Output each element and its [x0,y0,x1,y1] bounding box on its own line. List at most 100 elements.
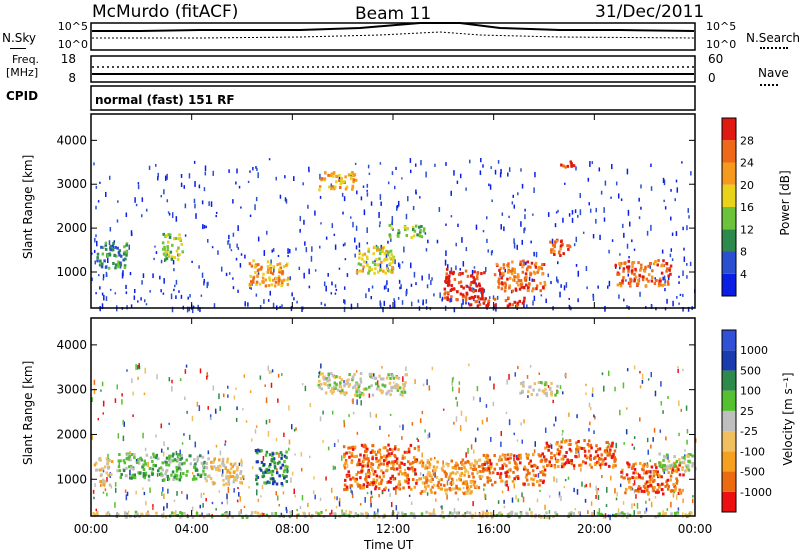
echo-cell [597,511,601,515]
echo-speck [346,463,349,469]
echo-cell [390,226,394,230]
y-tick-label: 2000 [56,221,87,235]
echo-speck [281,304,283,308]
echo-cell [118,249,122,253]
echo-cell [348,455,351,459]
echo-cell [673,511,677,515]
echo-cell [519,262,522,266]
echo-cell [630,271,634,275]
echo-speck [486,460,488,465]
echo-speck [666,298,668,304]
echo-cell [420,512,424,516]
echo-cell [596,460,599,464]
echo-cell [193,465,196,469]
echo-cell [335,375,338,379]
echo-speck [102,412,105,415]
echo-cell [543,283,547,287]
echo-speck [425,487,427,491]
echo-cell [375,459,378,463]
echo-cell [272,457,276,461]
echo-cell [481,294,484,298]
echo-cell [267,468,271,472]
echo-speck [482,164,484,168]
echo-speck [605,504,608,508]
echo-speck [580,467,582,472]
echo-cell [372,472,376,476]
echo-cell [137,458,140,462]
echo-speck [667,276,670,281]
echo-cell [201,464,205,468]
echo-cell [561,243,564,247]
echo-cell [373,263,377,267]
echo-speck [125,494,128,501]
echo-speck [213,303,216,308]
echo-cell [647,484,650,488]
echo-speck [592,233,595,239]
echo-cell [665,453,669,457]
y-tick-label: 4000 [56,338,87,352]
echo-cell [397,234,400,238]
echo-speck [577,214,579,218]
echo-cell [418,477,421,481]
echo-speck [682,307,684,312]
echo-cell [364,387,367,391]
echo-speck [504,268,506,273]
echo-cell [566,164,570,168]
echo-speck [102,491,105,494]
echo-speck [554,457,557,461]
echo-cell [524,272,528,276]
echo-cell [333,185,337,189]
echo-cell [523,278,527,282]
echo-speck [627,273,630,277]
echo-speck [168,377,171,382]
echo-speck [159,275,161,280]
echo-cell [682,473,685,477]
echo-cell [630,269,634,273]
echo-cell [155,453,159,457]
echo-cell [506,270,510,274]
echo-cell [177,237,181,241]
echo-speck [172,259,175,265]
echo-cell [596,447,600,451]
echo-speck [382,306,384,313]
echo-speck [688,215,690,219]
echo-cell [505,464,508,468]
echo-cell [353,393,357,397]
echo-speck [240,509,242,514]
echo-speck [194,181,196,187]
echo-speck [663,199,665,203]
echo-cell [378,475,381,479]
echo-cell [139,471,142,475]
echo-cell [377,482,381,486]
echo-cell [485,456,488,460]
echo-cell [272,265,275,269]
echo-cell [367,470,370,474]
echo-cell [103,465,107,469]
echo-cell [633,277,637,281]
echo-speck [422,299,424,305]
echo-cell [539,289,542,293]
x-tick-label: 12:00 [376,522,411,536]
echo-speck [366,189,368,192]
echo-speck [414,379,416,385]
echo-cell [180,242,183,246]
echo-cell [275,482,279,486]
echo-speck [100,389,102,392]
echo-speck [399,425,401,428]
echo-speck [563,486,566,489]
echo-cell [577,511,581,515]
echo-cell [138,458,142,462]
echo-cell [415,479,419,483]
echo-cell [446,296,449,300]
echo-speck [662,177,665,184]
echo-cell [345,451,348,455]
echo-cell [527,289,530,293]
echo-speck [148,165,151,170]
echo-cell [249,280,253,284]
echo-cell [362,393,365,397]
echo-cell [471,472,474,476]
echo-cell [178,466,181,470]
echo-cell [116,513,120,517]
echo-cell [465,284,468,288]
echo-cell [154,456,158,460]
